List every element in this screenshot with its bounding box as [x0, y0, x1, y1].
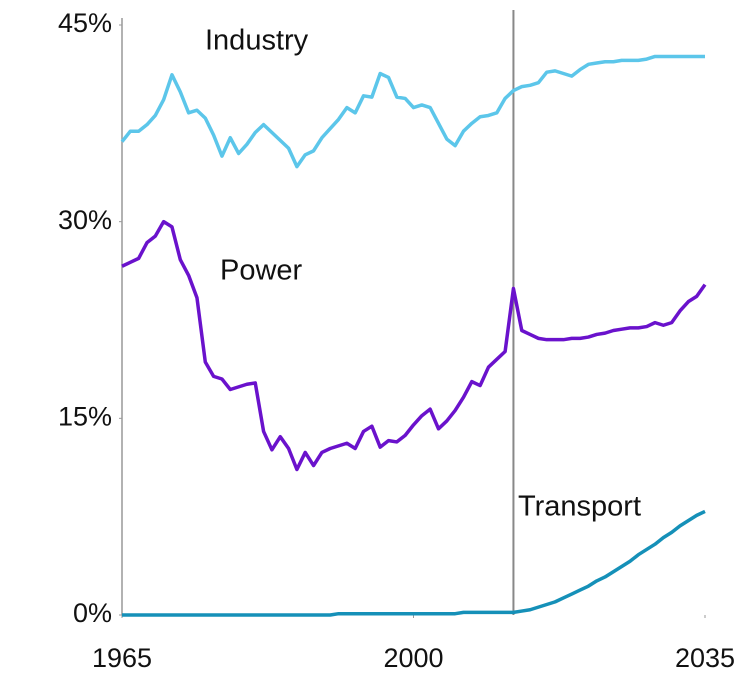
y-tick-label: 15% — [58, 401, 112, 431]
series-label: Power — [220, 255, 303, 287]
x-tick-label: 1965 — [92, 643, 152, 673]
series-label: Transport — [518, 491, 641, 523]
y-tick-label: 0% — [73, 598, 112, 628]
series-line — [120, 54, 705, 169]
series-label: Industry — [205, 25, 309, 57]
series-line — [122, 509, 706, 617]
y-tick-label: 30% — [58, 205, 112, 235]
series-line — [121, 219, 707, 472]
y-tick-label: 45% — [58, 8, 112, 38]
x-tick-label: 2000 — [383, 643, 443, 673]
x-tick-label: 2035 — [675, 643, 735, 673]
